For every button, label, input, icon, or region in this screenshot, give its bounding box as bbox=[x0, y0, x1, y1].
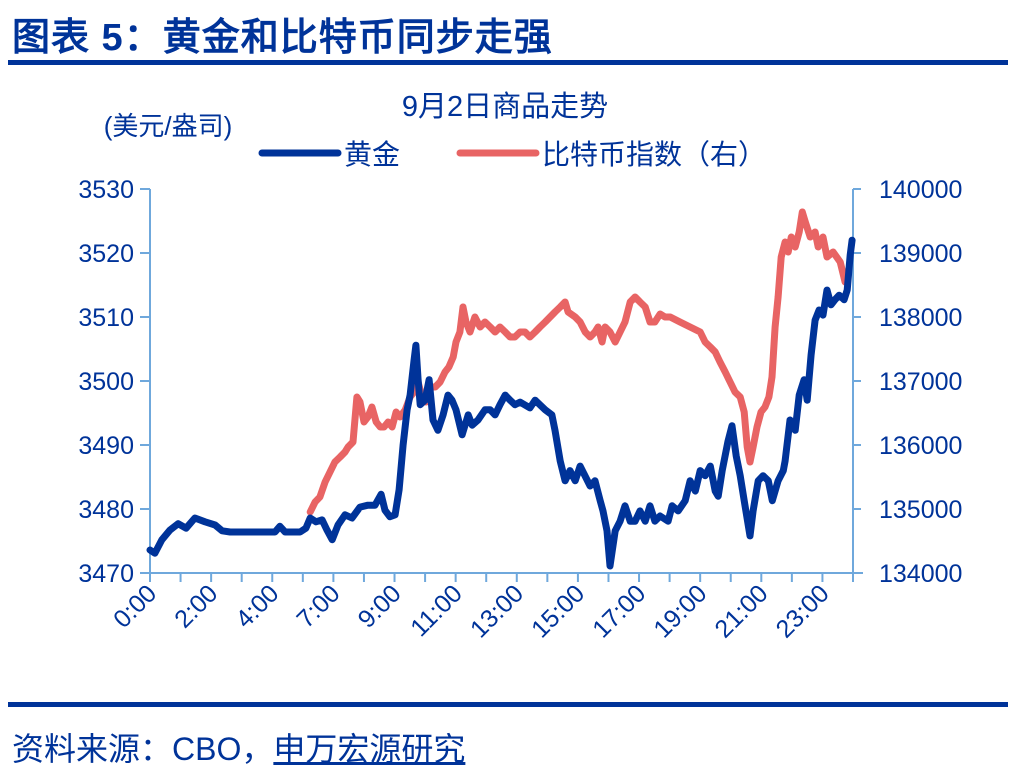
source-note: 资料来源：CBO，申万宏源研究 bbox=[12, 724, 465, 770]
x-tick-label: 7:00 bbox=[291, 579, 345, 633]
title-divider bbox=[8, 60, 1008, 65]
left-tick-label: 3510 bbox=[78, 304, 134, 332]
right-tick-label: 137000 bbox=[879, 368, 962, 396]
right-tick-label: 135000 bbox=[879, 496, 962, 524]
series bbox=[146, 208, 856, 570]
x-tick-label: 19:00 bbox=[648, 579, 712, 643]
left-tick-label: 3520 bbox=[78, 240, 134, 268]
left-tick-label: 3530 bbox=[78, 176, 134, 204]
x-tick-label: 17:00 bbox=[587, 579, 651, 643]
x-tick-label: 15:00 bbox=[526, 579, 590, 643]
bitcoin-line bbox=[306, 208, 852, 516]
right-tick-label: 138000 bbox=[879, 304, 962, 332]
x-tick-label: 2:00 bbox=[169, 579, 223, 633]
x-tick-label: 11:00 bbox=[405, 579, 468, 642]
source-prefix: 资料来源：CBO， bbox=[12, 731, 274, 767]
x-tick-label: 4:00 bbox=[230, 579, 284, 633]
left-tick-label: 3490 bbox=[78, 432, 134, 460]
line-chart: 9月2日商品走势 (美元/盎司) 黄金 比特币指数（右） 3530 3520 351… bbox=[78, 90, 962, 643]
figure-title: 图表 5：黄金和比特币同步走强 bbox=[12, 17, 553, 59]
left-axis-unit: (美元/盎司) bbox=[104, 111, 233, 141]
left-tick-label: 3470 bbox=[78, 560, 134, 588]
legend-bitcoin-label: 比特币指数（右） bbox=[542, 139, 766, 170]
footer-divider bbox=[8, 702, 1008, 707]
left-tick-label: 3480 bbox=[78, 496, 134, 524]
legend: 黄金 比特币指数（右） bbox=[258, 139, 766, 170]
x-tick-label: 9:00 bbox=[353, 579, 407, 633]
source-org: 申万宏源研究 bbox=[273, 731, 466, 767]
right-tick-label: 134000 bbox=[879, 560, 962, 588]
right-tick-label: 139000 bbox=[879, 240, 962, 268]
right-tick-label: 140000 bbox=[879, 176, 962, 204]
x-tick-label: 13:00 bbox=[465, 579, 529, 643]
x-tick-label: 21:00 bbox=[710, 579, 774, 643]
gold-line bbox=[146, 236, 856, 570]
x-tick-label: 23:00 bbox=[771, 579, 835, 643]
right-tick-label: 136000 bbox=[879, 432, 962, 460]
legend-gold-label: 黄金 bbox=[344, 139, 400, 170]
chart-title: 9月2日商品走势 bbox=[402, 90, 608, 123]
left-tick-label: 3500 bbox=[78, 368, 134, 396]
